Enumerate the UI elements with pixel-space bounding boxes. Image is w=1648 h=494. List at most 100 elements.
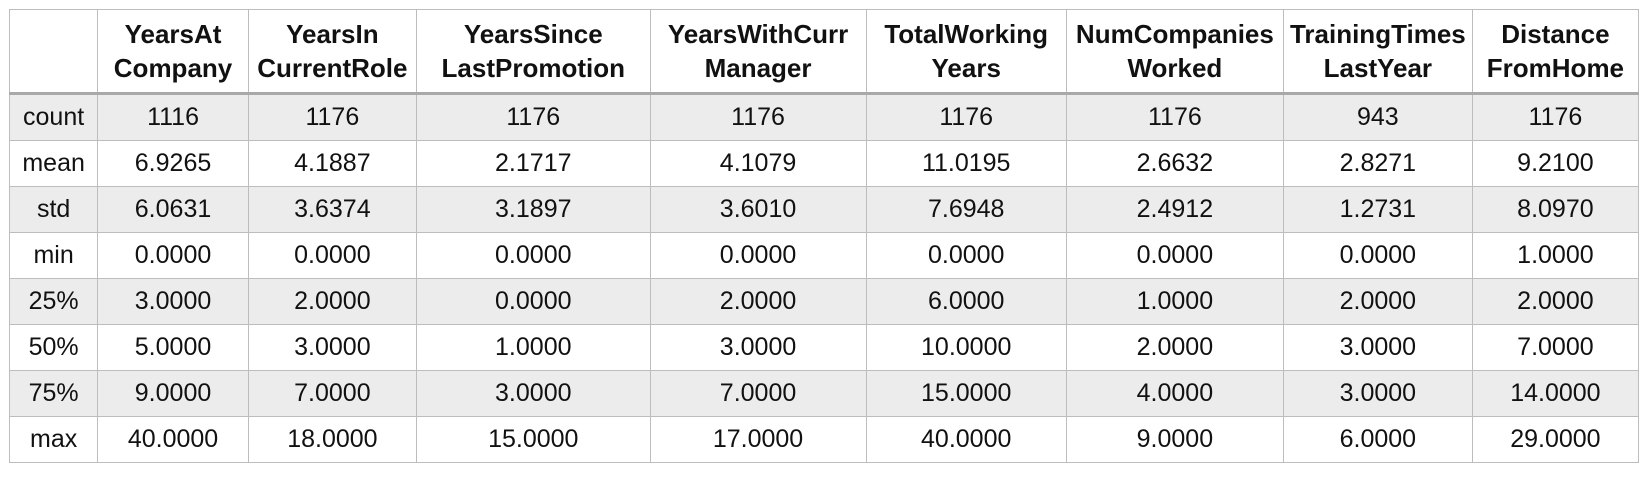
value-cell: 7.0000 — [649, 370, 867, 417]
column-header-line: Manager — [704, 53, 812, 83]
value-cell: 2.4912 — [1065, 186, 1284, 233]
column-header: Distance FromHome — [1471, 9, 1640, 94]
value-cell: 1176 — [865, 93, 1067, 141]
value-cell: 0.0000 — [415, 278, 651, 325]
row-label-cell: std — [8, 186, 99, 233]
value-cell: 18.0000 — [247, 416, 417, 463]
value-cell: 15.0000 — [415, 416, 651, 463]
table-row: 50% 5.0000 3.0000 1.0000 3.0000 10.0000 2.0000… — [8, 324, 1640, 371]
value-cell: 2.0000 — [1282, 278, 1473, 325]
value-cell: 0.0000 — [415, 232, 651, 279]
value-cell: 2.6632 — [1065, 140, 1284, 187]
value-cell: 0.0000 — [649, 232, 867, 279]
value-cell: 40.0000 — [97, 416, 249, 463]
value-cell: 2.0000 — [649, 278, 867, 325]
value-cell: 0.0000 — [1282, 232, 1473, 279]
value-cell: 11.0195 — [865, 140, 1067, 187]
column-header: YearsAt Company — [97, 9, 249, 94]
table-row: mean 6.9265 4.1887 2.1717 4.1079 11.0195 2.663… — [8, 140, 1640, 187]
table-row: max 40.0000 18.0000 15.0000 17.0000 40.0000 9.… — [8, 416, 1640, 463]
column-header: YearsSince LastPromotion — [415, 9, 651, 94]
value-cell: 4.0000 — [1065, 370, 1284, 417]
column-header-line: YearsSince — [463, 19, 603, 49]
value-cell: 0.0000 — [247, 232, 417, 279]
column-header-line: LastPromotion — [441, 53, 625, 83]
column-header-line: Company — [113, 53, 233, 83]
value-cell: 0.0000 — [865, 232, 1067, 279]
value-cell: 2.8271 — [1282, 140, 1473, 187]
value-cell: 3.6010 — [649, 186, 867, 233]
column-header-line: Distance — [1501, 19, 1610, 49]
row-label-cell: 25% — [8, 278, 99, 325]
value-cell: 3.0000 — [1282, 370, 1473, 417]
value-cell: 3.0000 — [649, 324, 867, 371]
value-cell: 3.0000 — [415, 370, 651, 417]
table-row: std 6.0631 3.6374 3.1897 3.6010 7.6948 2.4912 1… — [8, 186, 1640, 233]
value-cell: 3.1897 — [415, 186, 651, 233]
value-cell: 1.0000 — [1471, 232, 1640, 279]
column-header-line: Years — [931, 53, 1001, 83]
value-cell: 14.0000 — [1471, 370, 1640, 417]
row-label-cell: mean — [8, 140, 99, 187]
column-header-line: Worked — [1127, 53, 1223, 83]
describe-stats-table: YearsAt Company YearsIn CurrentRole Year… — [8, 9, 1640, 463]
column-header-line: YearsIn — [286, 19, 379, 49]
value-cell: 10.0000 — [865, 324, 1067, 371]
value-cell: 0.0000 — [1065, 232, 1284, 279]
value-cell: 1116 — [97, 93, 249, 141]
value-cell: 2.0000 — [1471, 278, 1640, 325]
row-label-cell: 50% — [8, 324, 99, 371]
column-header-line: FromHome — [1486, 53, 1625, 83]
value-cell: 6.9265 — [97, 140, 249, 187]
header-row: YearsAt Company YearsIn CurrentRole Year… — [8, 9, 1640, 94]
value-cell: 4.1079 — [649, 140, 867, 187]
value-cell: 9.0000 — [97, 370, 249, 417]
value-cell: 1.0000 — [1065, 278, 1284, 325]
value-cell: 1.0000 — [415, 324, 651, 371]
column-header-line: TotalWorking — [884, 19, 1049, 49]
value-cell: 4.1887 — [247, 140, 417, 187]
value-cell: 3.6374 — [247, 186, 417, 233]
column-header-line: TrainingTimes — [1289, 19, 1466, 49]
value-cell: 2.1717 — [415, 140, 651, 187]
table-row: count 1116 1176 1176 1176 1176 1176 943 1176 — [8, 93, 1640, 141]
value-cell: 9.0000 — [1065, 416, 1284, 463]
value-cell: 1176 — [1471, 93, 1640, 141]
value-cell: 3.0000 — [1282, 324, 1473, 371]
table-row: 25% 3.0000 2.0000 0.0000 2.0000 6.0000 1.0000 2… — [8, 278, 1640, 325]
value-cell: 0.0000 — [97, 232, 249, 279]
value-cell: 1176 — [649, 93, 867, 141]
row-label-cell: count — [8, 93, 99, 141]
stats-table-container: YearsAt Company YearsIn CurrentRole Year… — [8, 9, 1640, 463]
row-label-cell: min — [8, 232, 99, 279]
value-cell: 15.0000 — [865, 370, 1067, 417]
value-cell: 40.0000 — [865, 416, 1067, 463]
value-cell: 7.0000 — [247, 370, 417, 417]
value-cell: 2.0000 — [1065, 324, 1284, 371]
value-cell: 1.2731 — [1282, 186, 1473, 233]
value-cell: 8.0970 — [1471, 186, 1640, 233]
value-cell: 7.6948 — [865, 186, 1067, 233]
column-header: NumCompanies Worked — [1065, 9, 1284, 94]
value-cell: 5.0000 — [97, 324, 249, 371]
column-header-line: LastYear — [1323, 53, 1433, 83]
row-label-cell: max — [8, 416, 99, 463]
column-header-line: CurrentRole — [257, 53, 408, 83]
value-cell: 17.0000 — [649, 416, 867, 463]
table-row: 75% 9.0000 7.0000 3.0000 7.0000 15.0000 4.0000… — [8, 370, 1640, 417]
column-header-line: YearsAt — [124, 19, 222, 49]
value-cell: 6.0000 — [1282, 416, 1473, 463]
value-cell: 3.0000 — [247, 324, 417, 371]
value-cell: 9.2100 — [1471, 140, 1640, 187]
value-cell: 7.0000 — [1471, 324, 1640, 371]
column-header: TotalWorking Years — [865, 9, 1067, 94]
value-cell: 29.0000 — [1471, 416, 1640, 463]
table-row: min 0.0000 0.0000 0.0000 0.0000 0.0000 0.0000 0… — [8, 232, 1640, 279]
value-cell: 1176 — [247, 93, 417, 141]
column-header: YearsIn CurrentRole — [247, 9, 417, 94]
value-cell: 1176 — [415, 93, 651, 141]
row-label-cell: 75% — [8, 370, 99, 417]
value-cell: 2.0000 — [247, 278, 417, 325]
value-cell: 6.0631 — [97, 186, 249, 233]
value-cell: 1176 — [1065, 93, 1284, 141]
